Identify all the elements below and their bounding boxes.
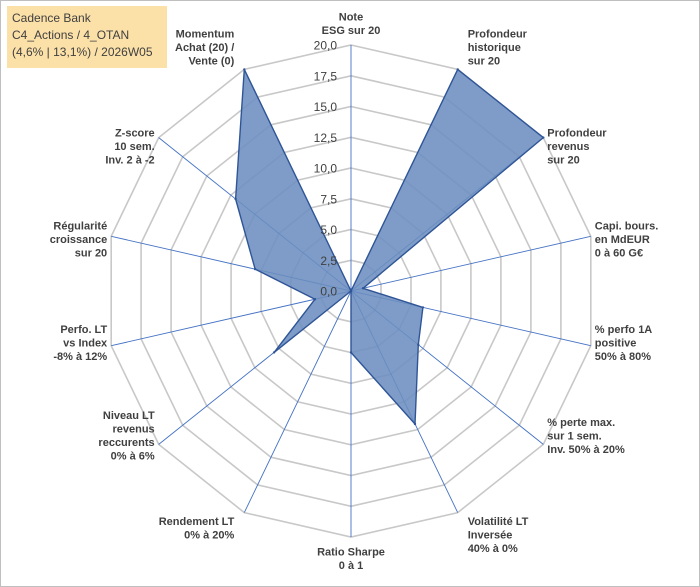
axis-label-line: reccurents [98,437,154,449]
axis-label: Z-score 10 sem. Inv. 2 à -2 [105,128,154,167]
axis-label-line: Rendement LT [159,516,235,528]
axis-label-line: 0% à 6% [111,451,155,463]
title-line-3: (4,6% | 13,1%) / 2026W05 [12,45,153,59]
series-point [421,306,425,309]
axis-label-line: sur 20 [75,248,107,260]
axis-label-line: 40% à 0% [468,543,518,555]
tick-label: 10,0 [314,162,338,176]
tick-label: 2,5 [320,254,337,268]
axis-label-line: 0% à 20% [184,530,234,542]
tick-label: 15,0 [314,100,338,114]
series-point [253,267,257,271]
radar-axis-labels: Note ESG sur 20 Profondeur historique sur 20… [50,12,659,573]
axis-label: % perte max. sur 1 sem. Inv. 50% à 20% [547,417,625,456]
axis-label-line: sur 20 [547,155,579,167]
axis-label-line: Profondeur [468,28,528,40]
axis-label: Régularité croissance sur 20 [50,221,107,260]
axis-label: Profondeur revenus sur 20 [547,128,607,167]
series-point [456,68,459,71]
axis-label-line: Momentum [176,28,235,40]
axis-label: Capi. bours. en MdEUR 0 à 60 G€ [595,221,659,260]
tick-label: 0,0 [320,285,337,299]
axis-label-line: Ratio Sharpe [317,547,385,559]
axis-label-line: -8% à 12% [53,351,107,363]
axis-label-line: 50% à 80% [595,351,651,363]
axis-label-line: vs Index [63,337,108,349]
axis-label-line: 0 à 60 G€ [595,248,643,260]
axis-label-line: 10 sem. [114,141,154,153]
axis-label-line: Inv. 50% à 20% [547,444,625,456]
axis-label-line: % perte max. [547,417,615,429]
axis-label-line: Capi. bours. [595,221,659,233]
axis-label: Profondeur historique sur 20 [468,28,528,67]
radar-spoke [111,290,352,347]
chart-title-box: Cadence Bank C4_Actions / 4_OTAN (4,6% |… [7,6,167,68]
axis-label-line: Niveau LT [103,410,155,422]
series-point [417,343,420,346]
radar-series [234,68,545,426]
series-point [234,197,237,201]
axis-label-line: Z-score [115,128,155,140]
title-line-1: Cadence Bank [12,11,91,25]
tick-label: 17,5 [314,69,338,83]
axis-label: Volatilité LT Inversée 40% à 0% [468,516,529,555]
radar-spoke [350,235,591,292]
axis-label: Note ESG sur 20 [322,12,381,38]
axis-label: Niveau LT revenus reccurents 0% à 6% [98,410,155,463]
title-line-2: C4_Actions / 4_OTAN [12,28,130,42]
axis-label-line: % perfo 1A [595,324,653,336]
axis-label: Rendement LT 0% à 20% [159,516,235,542]
tick-label: 20,0 [314,39,338,53]
series-point [542,136,545,139]
axis-label-line: croissance [50,234,107,246]
axis-label-line: Vente (0) [188,55,234,67]
tick-label: 12,5 [314,131,338,145]
axis-label-line: sur 1 sem. [547,430,601,442]
axis-label-line: Régularité [53,221,107,233]
series-point [272,351,276,354]
series-point [413,422,417,426]
axis-label-line: Achat (20) / [175,42,234,54]
axis-label-line: en MdEUR [595,234,650,246]
tick-label: 5,0 [320,223,337,237]
axis-label-line: historique [468,42,521,54]
series-point [349,351,353,354]
series-point [349,289,353,293]
axis-label-line: 0 à 1 [339,560,363,572]
axis-label: Perfo. LT vs Index -8% à 12% [53,324,108,363]
series-point [361,287,365,290]
tick-label: 7,5 [320,192,337,206]
axis-label-line: Inv. 2 à -2 [105,155,154,167]
axis-label: Momentum Achat (20) / Vente (0) [175,28,235,67]
axis-label-line: Profondeur [547,128,607,140]
axis-label-line: sur 20 [468,55,500,67]
axis-label-line: Inversée [468,530,513,542]
radar-spoke [243,290,352,513]
series-point [243,68,246,71]
axis-label-line: Volatilité LT [468,516,529,528]
axis-label-line: Note [339,12,363,24]
series-point [313,298,317,301]
axis-label: Ratio Sharpe 0 à 1 [317,547,385,573]
axis-label-line: Perfo. LT [60,324,107,336]
radar-tick-labels: 0,0 2,5 5,0 7,5 10,0 12,5 15,0 17,5 20,0 [314,39,338,299]
axis-label-line: revenus [547,141,589,153]
axis-label-line: positive [595,337,637,349]
axis-label-line: revenus [112,424,154,436]
axis-label-line: ESG sur 20 [322,25,381,37]
axis-label: % perfo 1A positive 50% à 80% [595,324,653,363]
